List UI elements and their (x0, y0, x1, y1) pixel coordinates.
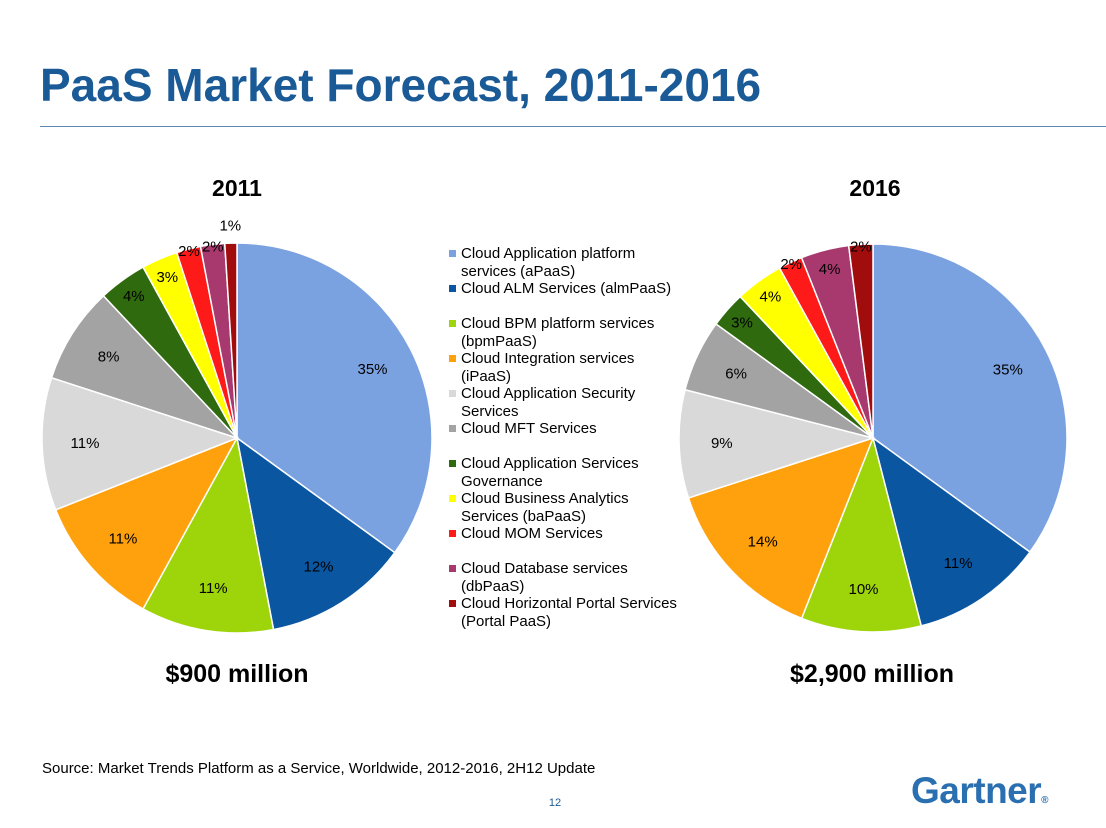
pie-slice (54, 436, 239, 610)
pie-slice (678, 388, 876, 499)
legend-label: Cloud MOM Services (461, 525, 603, 542)
pie-slice (872, 243, 1068, 554)
pie-slice (223, 242, 238, 439)
legend-label: Cloud Application Security Services (461, 385, 636, 420)
legend-swatch (449, 250, 456, 257)
legend-swatch (449, 355, 456, 362)
pie-slice-label: 2% (780, 256, 802, 273)
pie-slice-label: 11% (71, 435, 100, 452)
pie-slice-label: 2% (202, 239, 224, 256)
pie-slice-label: 3% (156, 269, 178, 286)
pie-slice-label: 6% (725, 366, 747, 383)
legend-swatch (449, 495, 456, 502)
pie-slice (235, 436, 396, 631)
pie-slice (847, 243, 874, 439)
chart-title-2011: 2011 (212, 175, 262, 201)
logo-text: Gartner (911, 770, 1042, 811)
pie-slice-label: 35% (993, 361, 1023, 378)
pie-slice-label: 1% (219, 218, 241, 235)
pie-slice-label: 12% (303, 558, 333, 575)
pie-slice-label: 11% (108, 531, 137, 548)
pie-slice-label: 4% (123, 288, 145, 305)
legend-item: Cloud Database services (dbPaaS) (449, 560, 679, 595)
pie-slice-label: 8% (98, 349, 120, 366)
pie-slice-label: 14% (748, 534, 778, 551)
title-divider (40, 126, 1106, 127)
pie-slice (236, 242, 433, 554)
legend-item: Cloud MOM Services (449, 525, 679, 560)
legend-label: Cloud Business Analytics Services (baPaa… (461, 490, 629, 525)
pie-slice (871, 436, 1031, 627)
legend-label: Cloud Database services (dbPaaS) (461, 560, 628, 595)
pie-slice (800, 435, 923, 633)
pie-slice-label: 11% (944, 555, 973, 572)
pie-slice-label: 4% (819, 261, 841, 278)
legend-item: Cloud ALM Services (almPaaS) (449, 280, 679, 315)
legend-swatch (449, 530, 456, 537)
legend-swatch (449, 425, 456, 432)
legend-item: Cloud BPM platform services (bpmPaaS) (449, 315, 679, 350)
legend-swatch (449, 600, 456, 607)
legend-item: Cloud Horizontal Portal Services (Portal… (449, 595, 679, 630)
legend-label: Cloud Horizontal Portal Services (Portal… (461, 595, 677, 630)
pie-slice-label: 2% (178, 243, 200, 260)
logo-registered-mark: ® (1041, 795, 1049, 806)
legend-label: Cloud Application Services Governance (461, 455, 639, 490)
legend-item: Cloud Application Security Services (449, 385, 679, 420)
page-number: 12 (548, 797, 562, 809)
pie-slice-label: 2% (850, 238, 872, 255)
legend-swatch (449, 460, 456, 467)
legend-item: Cloud Integration services (iPaaS) (449, 350, 679, 385)
pie-slice-label: 9% (711, 435, 733, 452)
source-note: Source: Market Trends Platform as a Serv… (42, 760, 596, 777)
legend-label: Cloud BPM platform services (bpmPaaS) (461, 315, 655, 350)
pie-slice-label: 11% (199, 580, 228, 597)
legend-item: Cloud MFT Services (449, 420, 679, 455)
legend-label: Cloud Integration services (iPaaS) (461, 350, 635, 385)
legend-swatch (449, 320, 456, 327)
pie-slice (142, 435, 275, 634)
legend-label: Cloud ALM Services (almPaaS) (461, 280, 672, 297)
legend-label: Cloud Application platform services (aPa… (461, 245, 636, 280)
chart-legend: Cloud Application platform services (aPa… (449, 245, 679, 630)
pie-slice-label: 3% (731, 315, 753, 332)
pie-slice-label: 35% (357, 361, 387, 378)
pie-slice-label: 10% (848, 581, 878, 598)
page-title: PaaS Market Forecast, 2011-2016 (40, 59, 762, 111)
legend-swatch (449, 390, 456, 397)
legend-swatch (449, 285, 456, 292)
gartner-logo: Gartner® (911, 770, 1049, 812)
legend-item: Cloud Application platform services (aPa… (449, 245, 679, 280)
pie-slice (50, 294, 238, 439)
legend-item: Cloud Business Analytics Services (baPaa… (449, 490, 679, 525)
legend-swatch (449, 565, 456, 572)
total-2016: $2,900 million (790, 660, 954, 688)
legend-item: Cloud Application Services Governance (449, 455, 679, 490)
chart-title-2016: 2016 (849, 175, 901, 201)
total-2011: $900 million (165, 660, 309, 688)
pie-slice-label: 4% (760, 289, 782, 306)
legend-label: Cloud MFT Services (461, 420, 597, 437)
pie-slice (41, 376, 240, 511)
